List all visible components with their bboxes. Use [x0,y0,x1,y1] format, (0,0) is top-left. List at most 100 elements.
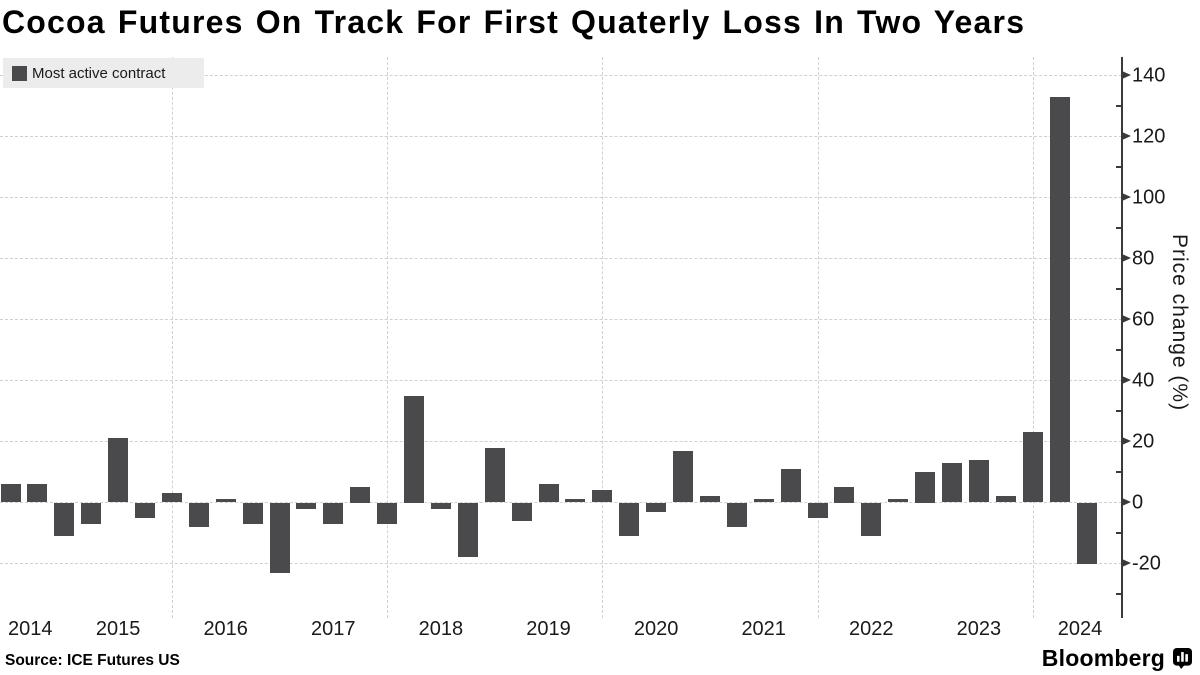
h-gridline [0,75,1122,76]
bar [323,502,344,524]
y-tick-arrow-icon [1122,437,1131,445]
h-gridline [0,197,1122,198]
bar [108,438,129,503]
bar [995,496,1016,503]
bar [861,502,882,536]
h-gridline [0,258,1122,259]
y-minor-tick [1116,166,1123,168]
bar [161,493,182,503]
y-tick-label: 100 [1132,186,1166,209]
y-minor-tick [1116,227,1123,229]
y-minor-tick [1116,593,1123,595]
bar [0,484,21,503]
source-note: Source: ICE Futures US [5,652,180,669]
bar [753,499,774,503]
bar [592,490,613,503]
bloomberg-terminal-icon [1173,648,1192,669]
h-gridline [0,380,1122,381]
y-tick-arrow-icon [1122,193,1131,201]
y-tick-label: 40 [1132,369,1155,392]
v-gridline [171,57,173,618]
h-gridline [0,136,1122,137]
v-gridline [387,57,389,618]
x-year-label: 2023 [956,618,1002,640]
bar [888,499,909,503]
y-axis-title: Price change (%) [1168,234,1191,412]
x-year-label: 2024 [1057,618,1103,640]
bar [377,502,398,524]
x-year-label: 2017 [311,618,356,640]
v-gridline [602,57,604,618]
legend-marker-icon [12,65,27,81]
y-tick-arrow-icon [1122,498,1131,506]
y-tick-arrow-icon [1122,559,1131,567]
h-gridline [0,319,1122,320]
y-minor-tick [1116,105,1123,107]
y-tick-arrow-icon [1122,376,1131,384]
x-year-label: 2016 [203,618,248,640]
y-tick-arrow-icon [1122,71,1131,79]
y-minor-tick [1116,471,1123,473]
bar [1022,432,1043,503]
v-gridline [1032,57,1034,618]
bar [511,502,532,521]
y-tick-label: -20 [1132,552,1161,575]
bar [942,462,962,503]
v-gridline [817,57,819,618]
y-minor-tick [1116,288,1123,290]
h-gridline [0,502,1122,503]
x-year-label: 2018 [418,618,464,640]
bar [81,502,102,524]
y-axis-line [1121,57,1123,618]
x-year-label: 2021 [741,618,786,640]
bar [269,502,290,573]
bar [1076,502,1097,564]
bar [404,395,424,503]
bar [673,450,693,503]
bar [619,502,640,536]
y-tick-label: 140 [1132,64,1166,87]
bar [457,502,478,558]
y-tick-arrow-icon [1122,132,1131,140]
x-year-label: 2022 [849,618,894,640]
bar [484,447,505,503]
y-tick-label: 80 [1132,247,1155,270]
bar [350,487,371,503]
legend-label: Most active contract [32,64,166,82]
bar [538,484,559,503]
bar [188,502,209,527]
x-year-label: 2014 [8,618,53,640]
y-minor-tick [1116,410,1123,412]
y-minor-tick [1116,532,1123,534]
bar [135,502,155,518]
bar [296,502,317,509]
bar [699,496,720,503]
bar [1049,96,1070,503]
x-year-label: 2015 [95,618,141,640]
bloomberg-logo: Bloomberg [1042,647,1192,670]
bar [780,468,801,503]
x-year-label: 2019 [526,618,571,640]
bar [565,499,586,503]
bar [27,484,48,503]
y-tick-label: 20 [1132,430,1155,453]
bar [807,502,828,518]
bar [54,502,75,536]
h-gridline [0,563,1122,564]
bar [215,499,236,503]
bar [968,459,989,503]
x-year-label: 2020 [633,618,679,640]
y-tick-label: 120 [1132,125,1166,148]
bar [834,487,855,503]
bar [726,502,747,527]
bar [915,472,936,503]
bar [646,502,667,512]
y-tick-arrow-icon [1122,315,1131,323]
y-minor-tick [1116,349,1123,351]
bar [430,502,451,509]
y-tick-arrow-icon [1122,254,1131,262]
bloomberg-wordmark: Bloomberg [1041,645,1165,671]
legend: Most active contract [3,58,204,88]
